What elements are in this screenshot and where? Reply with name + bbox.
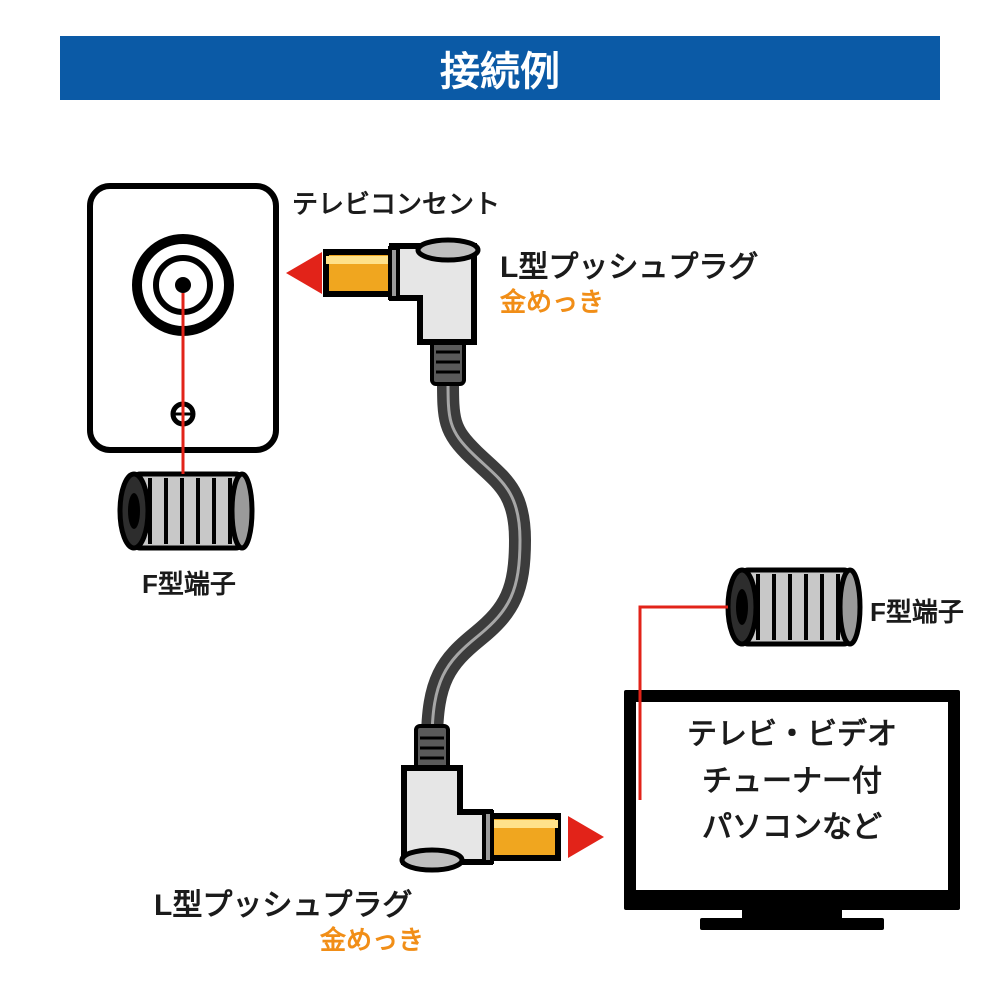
l-plug-top-icon bbox=[326, 240, 478, 384]
cable bbox=[432, 378, 520, 742]
tv-outlet-label: テレビコンセント bbox=[292, 184, 500, 221]
tv-text-line2: チューナー付 bbox=[636, 759, 948, 806]
l-plug-bottom-sublabel: 金めっき bbox=[320, 920, 424, 957]
arrow-right-icon bbox=[568, 816, 604, 858]
f-terminal-top-label: F型端子 bbox=[142, 564, 236, 601]
l-plug-top-label: L型プッシュプラグ bbox=[500, 242, 758, 286]
l-plug-bottom-icon bbox=[402, 726, 558, 870]
l-plug-bottom-label: L型プッシュプラグ bbox=[154, 880, 412, 924]
f-connector-right-icon bbox=[728, 570, 860, 644]
l-plug-top-sublabel: 金めっき bbox=[500, 282, 604, 319]
f-connector-top-icon bbox=[120, 474, 252, 548]
f-terminal-right-label: F型端子 bbox=[870, 592, 964, 629]
tv-screen-text: テレビ・ビデオ チューナー付 パソコンなど bbox=[636, 712, 948, 852]
arrow-left-icon bbox=[286, 252, 322, 294]
tv-text-line1: テレビ・ビデオ bbox=[636, 712, 948, 759]
tv-text-line3: パソコンなど bbox=[636, 805, 948, 852]
